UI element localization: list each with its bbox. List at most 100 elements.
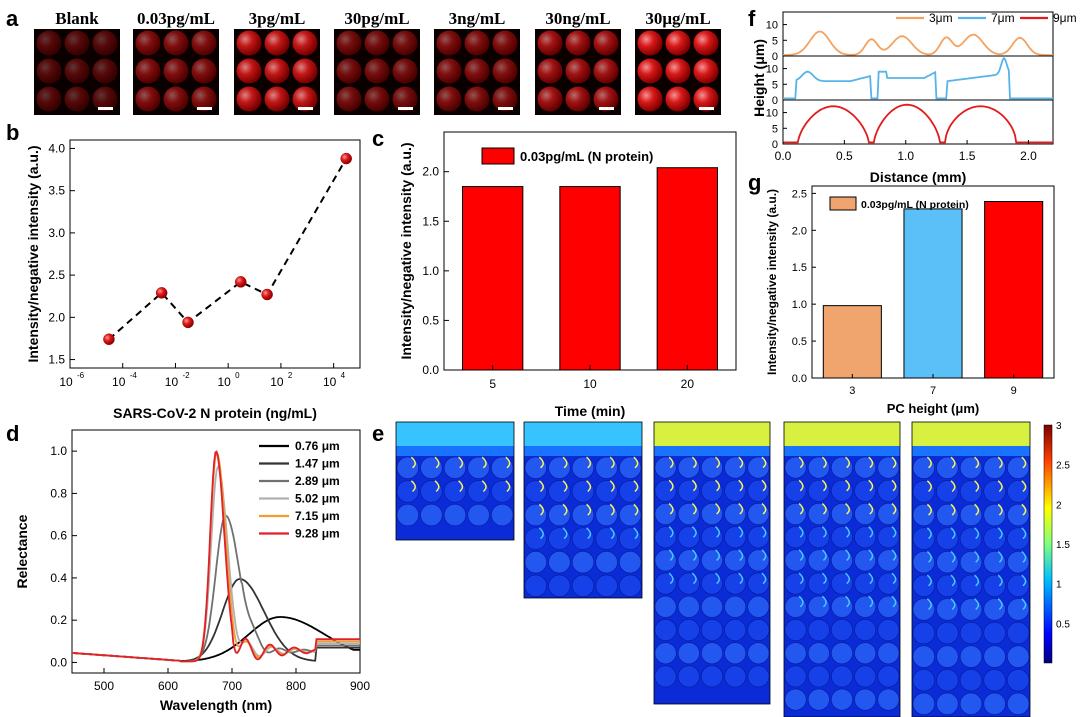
sim-hotspot — [891, 502, 897, 515]
sim-hotspot — [505, 456, 511, 469]
x-axis-title: PC height (μm) — [887, 401, 979, 416]
sim-cell — [619, 456, 642, 479]
sim-hotspot — [761, 549, 767, 561]
sphere — [64, 86, 90, 112]
sim-frame — [783, 421, 901, 717]
panel-c-bar-chart: 0.0 0.5 1.0 1.5 2.0 5 10 20 0.03pg/mL (N protein… — [398, 131, 737, 419]
sphere — [665, 86, 691, 112]
sim-cell — [807, 619, 830, 641]
sphere — [693, 30, 719, 56]
legend-label: 0.03pg/mL (N protein) — [520, 149, 653, 164]
sim-cell — [831, 503, 853, 525]
sim-hotspot — [868, 595, 874, 608]
sim-hotspot — [1021, 456, 1027, 469]
sim-band — [524, 446, 642, 456]
bar — [559, 186, 621, 371]
sim-hotspot — [891, 479, 897, 492]
sim-cell — [1007, 527, 1030, 550]
sim-cell — [724, 479, 747, 502]
sim-hotspot — [926, 598, 932, 610]
sim-hotspot — [844, 479, 850, 492]
x-tick-exponent: -2 — [182, 371, 190, 380]
sphere — [436, 58, 462, 84]
sim-cell — [724, 526, 747, 549]
scale-bar — [699, 107, 714, 110]
sim-hotspot — [868, 526, 874, 538]
sim-cell — [912, 503, 935, 527]
sim-hotspot — [926, 480, 932, 492]
sim-cell — [807, 456, 830, 479]
sim-hotspot — [868, 456, 874, 469]
y-tick-label: 1.5 — [792, 262, 807, 274]
sim-hotspot — [538, 456, 544, 469]
sim-hotspot — [761, 572, 767, 585]
sim-cell — [959, 598, 983, 621]
sim-cell — [524, 574, 547, 597]
y-tick-label: 0.6 — [50, 529, 67, 543]
y-tick-label: 10 — [766, 64, 778, 76]
y-tick-label: 1.0 — [792, 299, 807, 311]
sphere — [537, 86, 563, 112]
x-tick-label: 10 — [59, 375, 73, 389]
sim-cell — [936, 598, 959, 621]
sim-cell — [959, 574, 983, 597]
sim-cell — [571, 551, 595, 574]
sphere — [436, 30, 462, 56]
y-tick-label: 4.0 — [48, 141, 65, 155]
sphere — [565, 30, 591, 56]
sim-hotspot — [891, 549, 897, 561]
sim-hotspot — [950, 480, 956, 492]
y-tick-label: 5 — [772, 35, 778, 47]
scale-bar — [197, 107, 212, 110]
sim-hotspot — [633, 527, 639, 540]
sim-cell — [959, 551, 983, 574]
tile-label: 30pg/mL — [344, 9, 409, 28]
sim-cell — [654, 595, 677, 618]
sphere — [92, 30, 118, 56]
sim-hotspot — [761, 502, 767, 515]
x-axis-title: SARS-CoV-2 N protein (ng/mL) — [113, 405, 317, 421]
y-axis-title: Relectance — [14, 514, 30, 588]
y-tick-label: 0.5 — [792, 336, 807, 348]
series-line — [783, 30, 1053, 56]
y-tick-label: 2.0 — [792, 225, 807, 237]
sim-cell — [571, 527, 595, 550]
sim-cell — [912, 574, 935, 597]
sim-hotspot — [891, 595, 897, 608]
sim-hotspot — [481, 480, 487, 492]
legend-label: 1.47 μm — [295, 457, 340, 471]
sim-cell — [747, 619, 770, 641]
sphere — [565, 86, 591, 112]
y-tick-label: 0 — [772, 51, 778, 63]
sphere — [191, 58, 217, 84]
panel-letter-a: a — [6, 6, 19, 31]
sim-cell — [831, 642, 853, 665]
sim-cell — [912, 669, 935, 692]
legend-label: 7μm — [991, 11, 1015, 25]
sim-hotspot — [798, 549, 804, 561]
sim-cell — [524, 551, 547, 574]
sim-hotspot — [798, 572, 804, 585]
x-tick-label: 10 — [270, 375, 284, 389]
sim-hotspot — [798, 456, 804, 469]
sim-hotspot — [538, 480, 544, 492]
sim-cell — [724, 595, 747, 618]
sim-cell — [959, 645, 983, 668]
axis-frame — [69, 139, 361, 369]
sim-cell — [959, 503, 983, 527]
sphere — [492, 86, 518, 112]
sphere — [163, 30, 189, 56]
sim-cell — [524, 503, 547, 527]
sim-hotspot — [761, 479, 767, 492]
series-line — [71, 578, 360, 663]
legend-swatch — [829, 196, 857, 211]
colorbar-tick-label: 0.5 — [1056, 619, 1070, 630]
sim-hotspot — [821, 595, 827, 608]
sim-cell — [420, 456, 443, 479]
sim-cell — [654, 479, 677, 502]
sim-cell — [959, 527, 983, 550]
sim-hotspot — [668, 456, 674, 469]
sim-hotspot — [891, 572, 897, 585]
sim-cell — [396, 503, 419, 527]
sim-hotspot — [798, 502, 804, 515]
